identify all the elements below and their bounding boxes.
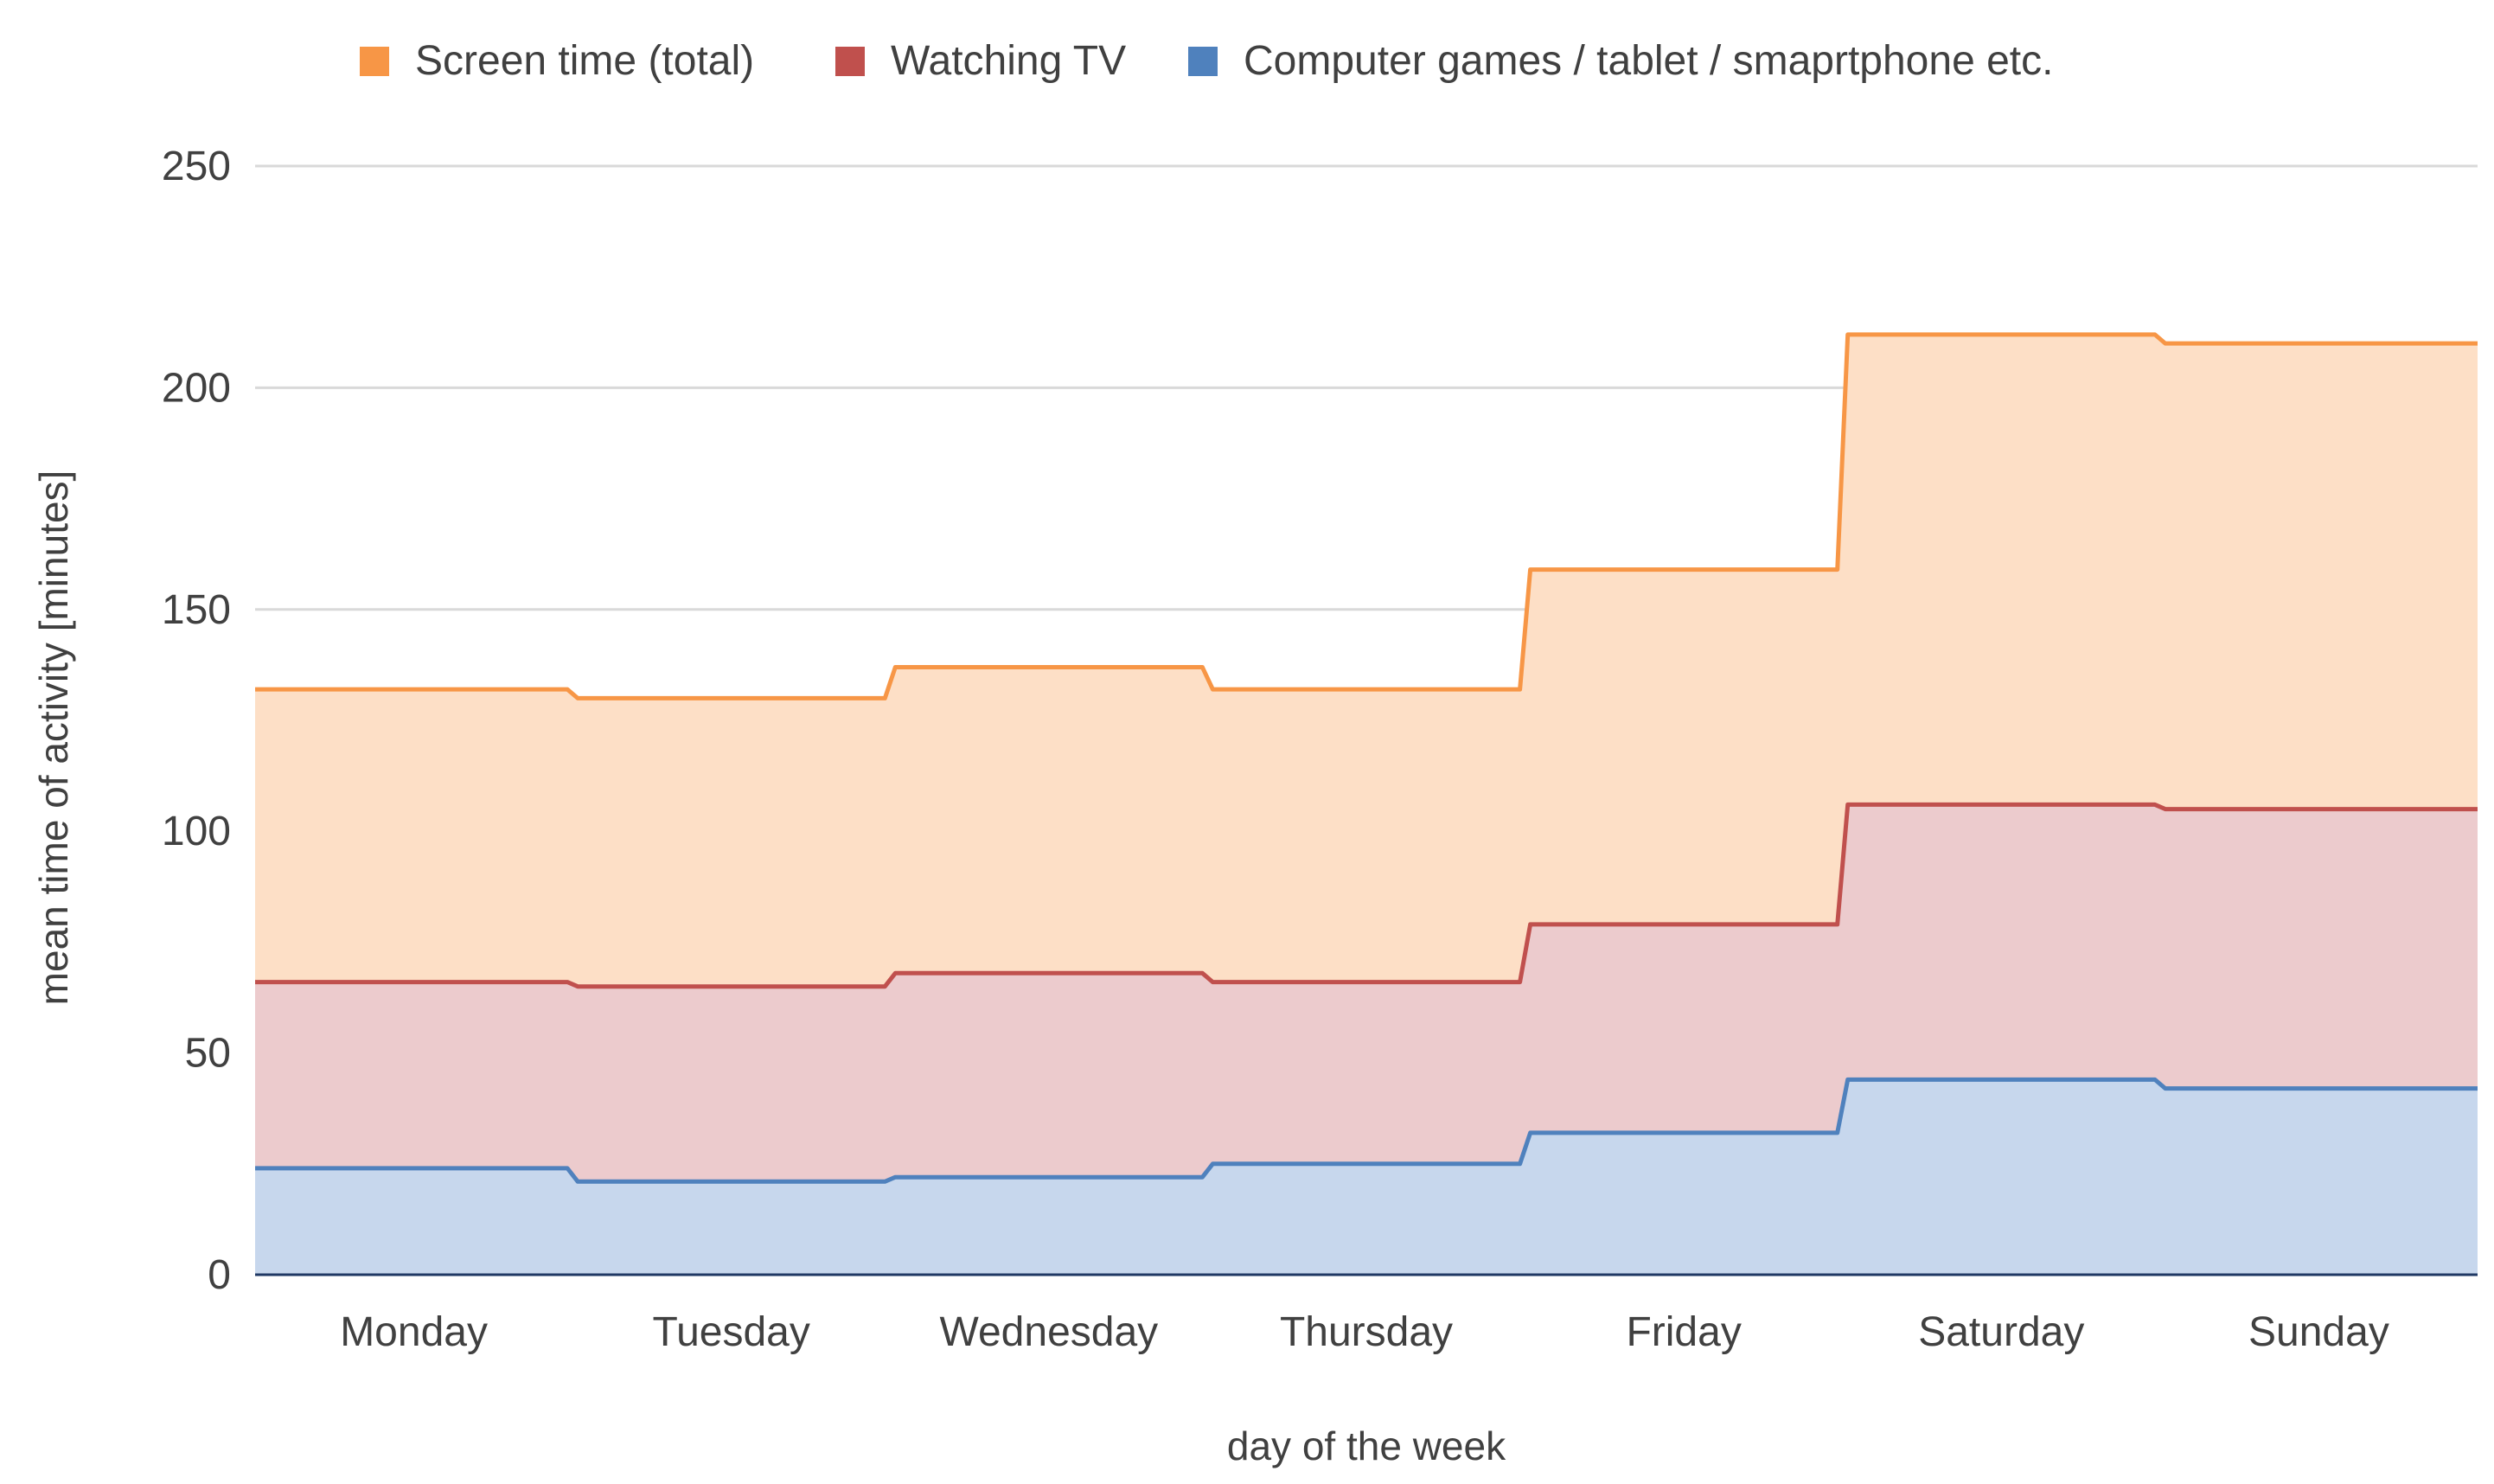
x-axis-title: day of the week [1227, 1423, 1506, 1468]
legend-swatch-screen-time [360, 47, 389, 76]
y-tick-label-150: 150 [162, 587, 231, 633]
x-tick-label-friday: Friday [1626, 1309, 1741, 1355]
y-axis-title: mean time of activity [minutes] [31, 470, 76, 1006]
legend-label-watching-tv: Watching TV [891, 38, 1126, 84]
y-tick-label-100: 100 [162, 809, 231, 854]
x-tick-label-tuesday: Tuesday [653, 1309, 810, 1355]
legend-item-computer-games: Computer games / tablet / smaprtphone et… [1188, 38, 2053, 84]
y-tick-label-50: 50 [185, 1031, 231, 1077]
legend-swatch-computer-games [1188, 47, 1218, 76]
y-axis-tick-labels: 0 50 100 150 200 250 [162, 144, 231, 1298]
legend-label-computer-games: Computer games / tablet / smaprtphone et… [1244, 38, 2053, 84]
area-computer-games [255, 1079, 2478, 1275]
series-areas [255, 334, 2478, 1275]
x-tick-label-sunday: Sunday [2248, 1309, 2389, 1355]
legend-label-screen-time: Screen time (total) [415, 38, 754, 84]
legend-swatch-watching-tv [835, 47, 865, 76]
y-tick-label-0: 0 [208, 1252, 231, 1298]
legend-item-watching-tv: Watching TV [835, 38, 1126, 84]
y-tick-label-200: 200 [162, 365, 231, 411]
legend-item-screen-time: Screen time (total) [360, 38, 754, 84]
line-watching-tv [255, 802, 2478, 989]
x-axis-tick-labels: Monday Tuesday Wednesday Thursday Friday Satu… [340, 1309, 2389, 1355]
line-computer-games [255, 1077, 2478, 1184]
x-tick-label-monday: Monday [340, 1309, 488, 1355]
series-lines [255, 332, 2478, 1184]
y-tick-label-250: 250 [162, 144, 231, 189]
x-tick-label-wednesday: Wednesday [940, 1309, 1159, 1355]
x-tick-label-thursday: Thursday [1280, 1309, 1453, 1355]
line-screen-time [255, 332, 2478, 700]
legend: Screen time (total) Watching TV Computer… [360, 38, 2053, 84]
x-tick-label-saturday: Saturday [1918, 1309, 2084, 1355]
